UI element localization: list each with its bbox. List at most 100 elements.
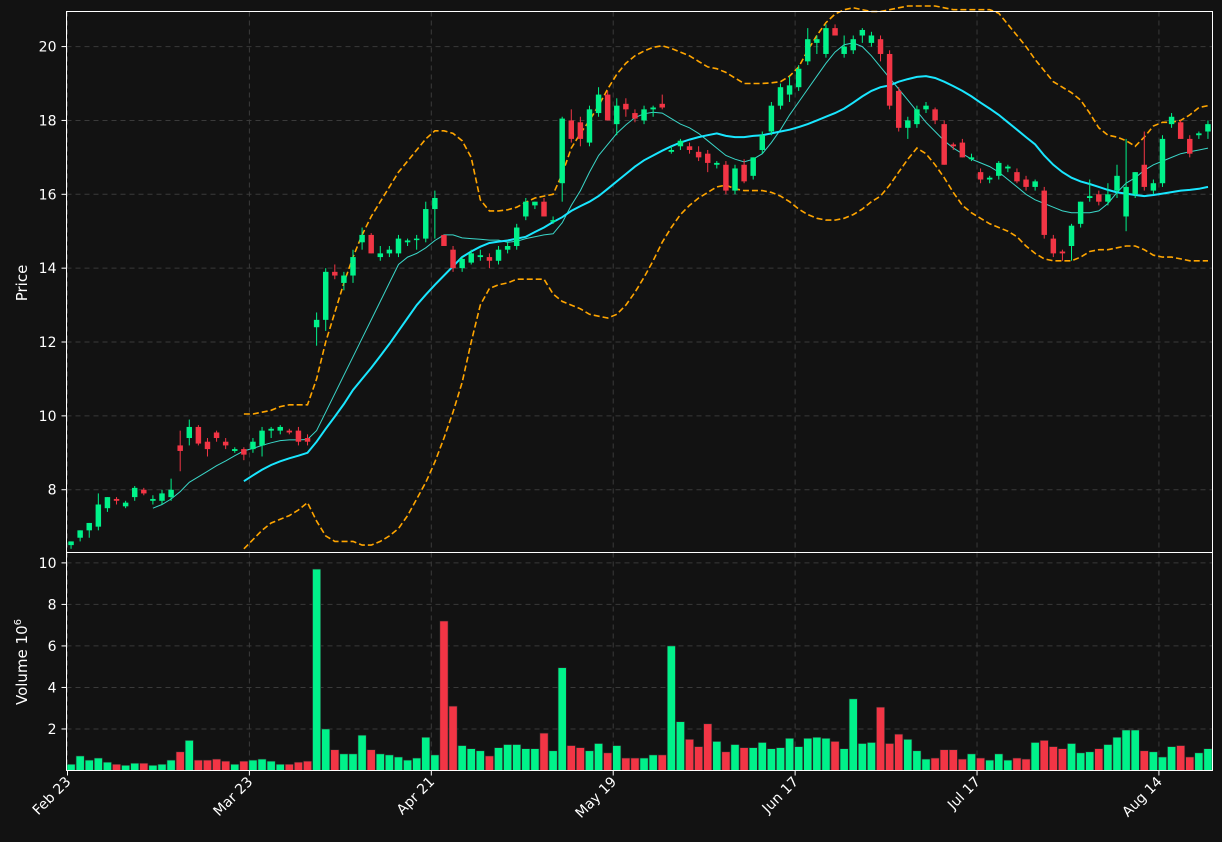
- price-tick-label: 18: [39, 113, 57, 129]
- candle-body-down: [977, 172, 984, 180]
- candle-body-up: [168, 489, 174, 498]
- candle-body-up: [322, 271, 329, 320]
- volume-bar-down: [439, 620, 449, 771]
- volume-bar-up: [275, 763, 285, 771]
- candle-body-up: [805, 39, 811, 62]
- volume-y-axis: 2 4 6 8 10: [39, 556, 67, 738]
- volume-bar-up: [1130, 729, 1140, 771]
- volume-bar-up: [1167, 746, 1176, 771]
- volume-bar-down: [876, 706, 885, 771]
- volume-bar-up: [1067, 743, 1076, 771]
- candle-body-up: [1077, 201, 1084, 224]
- volume-bar-up: [348, 753, 358, 771]
- volume-bar-down: [330, 749, 340, 771]
- candle-body-down: [368, 234, 374, 254]
- candle-body-down: [213, 432, 220, 439]
- volume-bar-up: [521, 748, 531, 771]
- candle-body-up: [550, 220, 556, 222]
- volume-bar-down: [175, 751, 185, 771]
- candle-body-down: [895, 90, 902, 128]
- candle-body-down: [632, 113, 638, 119]
- price-tick-label: 20: [39, 40, 57, 56]
- candle-body-up: [1032, 181, 1038, 187]
- volume-bar-down: [284, 763, 294, 771]
- candle-body-up: [459, 258, 465, 269]
- volume-bar-up: [848, 698, 858, 771]
- volume-bar-down: [539, 732, 549, 771]
- candle-body-up: [1150, 183, 1157, 191]
- volume-bar-up: [639, 757, 649, 771]
- volume-tick-label: 6: [48, 639, 57, 655]
- volume-bar-up: [921, 758, 931, 771]
- candle-body-up: [677, 140, 684, 147]
- candle-body-up: [159, 493, 165, 501]
- candle-body-up: [268, 428, 274, 431]
- volume-bar-down: [1048, 746, 1058, 771]
- candle-body-down: [177, 445, 183, 451]
- candle-body-up: [395, 238, 402, 254]
- candle-body-up: [495, 249, 502, 261]
- volume-bar-down: [703, 723, 713, 771]
- candle-body-down: [959, 142, 966, 158]
- candle-body-down: [204, 441, 211, 450]
- candle-body-down: [723, 164, 729, 191]
- volume-bar-down: [657, 754, 667, 771]
- candle-body-up: [77, 530, 83, 538]
- volume-bar-down: [694, 746, 704, 771]
- volume-axis-label-base: Volume 10: [13, 625, 31, 705]
- volume-bar-up: [84, 759, 94, 771]
- volume-bar-up: [494, 747, 503, 771]
- price-tick-label: 10: [39, 409, 57, 425]
- volume-bar-up: [1121, 729, 1131, 771]
- candle-body-down: [1177, 122, 1184, 139]
- volume-bar-down: [303, 760, 312, 771]
- volume-bar-up: [1194, 752, 1204, 771]
- candle-body-up: [95, 504, 102, 527]
- volume-gridlines: [66, 552, 1213, 771]
- volume-bar-up: [421, 736, 431, 771]
- volume-bars: [66, 568, 1213, 771]
- volume-bar-down: [630, 757, 640, 771]
- volume-bar-down: [721, 751, 731, 771]
- candle-body-up: [614, 105, 620, 125]
- price-y-axis: 8 10 12 14 16 18 20: [39, 40, 67, 499]
- candle-body-up: [86, 522, 92, 531]
- volume-bar-up: [785, 738, 794, 771]
- volume-bar-down: [575, 747, 585, 771]
- volume-tick-label: 4: [48, 680, 57, 696]
- candle-body-up: [868, 35, 875, 43]
- volume-bar-up: [75, 755, 85, 771]
- candle-body-up: [859, 29, 866, 36]
- candle-body-up: [641, 109, 647, 121]
- candle-body-down: [1014, 172, 1020, 182]
- volume-bar-down: [930, 757, 940, 771]
- candle-body-up: [1132, 172, 1138, 195]
- candle-body-up: [1159, 138, 1166, 184]
- volume-bar-down: [621, 757, 631, 771]
- volume-bar-up: [466, 748, 476, 771]
- volume-tick-label: 10: [39, 556, 57, 572]
- candle-body-up: [1168, 116, 1175, 125]
- volume-bar-up: [403, 759, 412, 771]
- candle-body-up: [377, 253, 384, 258]
- candle-body-down: [113, 498, 120, 501]
- candle-body-down: [541, 201, 547, 217]
- volume-bar-up: [357, 734, 367, 771]
- candle-body-up: [814, 39, 820, 43]
- price-tick-label: 14: [39, 261, 57, 277]
- volume-bar-down: [976, 757, 985, 771]
- candle-body-up: [313, 319, 320, 328]
- candle-body-up: [359, 234, 365, 243]
- candle-body-down: [832, 28, 838, 36]
- volume-bar-down: [566, 745, 576, 771]
- volume-bar-down: [1185, 756, 1195, 771]
- upper-band-line: [243, 5, 1209, 415]
- candle-body-up: [513, 227, 520, 246]
- candle-body-up: [1005, 166, 1011, 169]
- candle-body-down: [195, 426, 202, 444]
- candle-body-up: [777, 87, 784, 106]
- candle-body-up: [595, 94, 602, 114]
- volume-bar-up: [121, 765, 131, 771]
- volume-bar-up: [676, 721, 685, 771]
